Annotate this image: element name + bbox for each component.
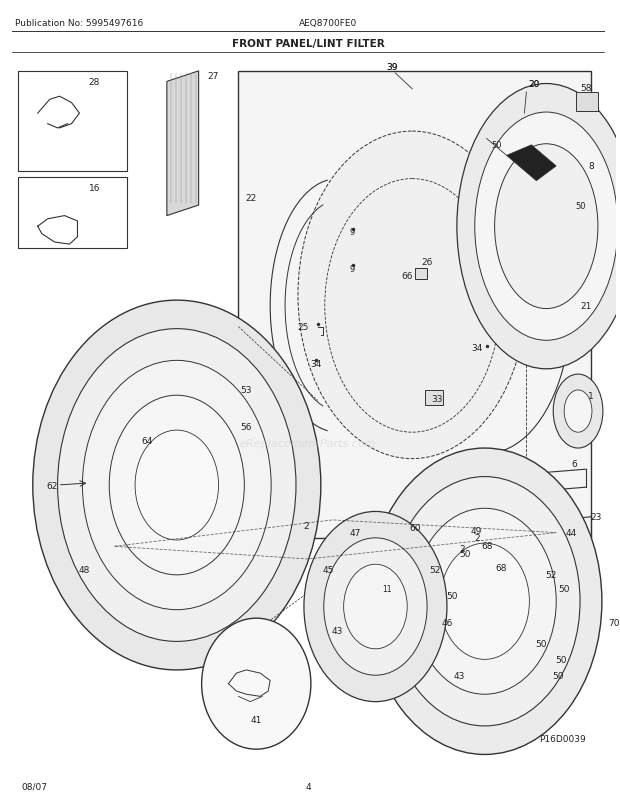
- Text: 28: 28: [89, 78, 100, 87]
- Text: 64: 64: [141, 436, 153, 446]
- Text: 34: 34: [471, 344, 482, 353]
- Ellipse shape: [457, 84, 620, 370]
- Text: 9: 9: [350, 228, 355, 237]
- Text: 9: 9: [350, 265, 355, 273]
- Text: 2: 2: [459, 545, 464, 553]
- Text: 50: 50: [459, 549, 471, 558]
- Text: 52: 52: [546, 571, 557, 580]
- Text: 53: 53: [241, 386, 252, 395]
- Text: 46: 46: [441, 618, 453, 627]
- Text: 39: 39: [387, 63, 398, 72]
- Text: 44: 44: [565, 529, 577, 537]
- Text: 41: 41: [250, 715, 262, 724]
- Text: 2: 2: [303, 521, 309, 530]
- Text: 50: 50: [576, 201, 587, 210]
- Ellipse shape: [368, 448, 602, 755]
- Text: 1: 1: [588, 391, 594, 400]
- Text: 20: 20: [529, 80, 540, 89]
- Ellipse shape: [343, 565, 407, 649]
- Bar: [18, 177, 127, 249]
- Text: 08/07: 08/07: [22, 782, 48, 791]
- Text: 50: 50: [559, 585, 570, 593]
- Text: Publication No: 5995497616: Publication No: 5995497616: [15, 18, 143, 28]
- Text: 43: 43: [453, 671, 464, 680]
- Ellipse shape: [109, 395, 244, 575]
- Bar: [415, 269, 427, 280]
- Bar: [576, 93, 598, 111]
- Text: FRONT PANEL/LINT FILTER: FRONT PANEL/LINT FILTER: [231, 39, 384, 49]
- Text: 8: 8: [588, 162, 594, 171]
- Text: 50: 50: [536, 639, 547, 648]
- Text: 16: 16: [89, 184, 100, 192]
- Text: 68: 68: [481, 541, 492, 550]
- Ellipse shape: [495, 144, 598, 310]
- Text: 48: 48: [79, 565, 90, 574]
- Ellipse shape: [202, 618, 311, 749]
- Text: 66: 66: [402, 272, 413, 281]
- Ellipse shape: [553, 375, 603, 448]
- Text: 6: 6: [571, 460, 577, 469]
- Text: 62: 62: [46, 481, 57, 490]
- Text: 22: 22: [246, 194, 257, 203]
- Polygon shape: [238, 71, 591, 538]
- Ellipse shape: [413, 508, 556, 695]
- Text: 56: 56: [241, 423, 252, 431]
- Ellipse shape: [135, 431, 218, 541]
- Text: P16D0039: P16D0039: [539, 734, 586, 743]
- Text: 50: 50: [552, 671, 564, 680]
- Polygon shape: [167, 71, 198, 217]
- Bar: [425, 391, 443, 405]
- Text: 25: 25: [297, 322, 309, 331]
- Ellipse shape: [58, 330, 296, 642]
- Ellipse shape: [324, 538, 427, 675]
- Ellipse shape: [298, 132, 526, 459]
- Text: 47: 47: [350, 529, 361, 537]
- Text: 4: 4: [305, 782, 311, 791]
- Text: 39: 39: [387, 63, 398, 72]
- Text: 2: 2: [474, 533, 479, 543]
- Polygon shape: [507, 146, 556, 181]
- Text: 34: 34: [310, 359, 322, 369]
- Ellipse shape: [304, 512, 447, 702]
- Ellipse shape: [33, 301, 321, 670]
- Text: 20: 20: [529, 80, 540, 89]
- Text: 23: 23: [590, 512, 601, 521]
- Text: 52: 52: [429, 565, 441, 574]
- Ellipse shape: [564, 391, 592, 432]
- Text: 26: 26: [422, 257, 433, 266]
- Text: 50: 50: [492, 141, 502, 150]
- Text: 21: 21: [580, 302, 591, 310]
- Text: 11: 11: [383, 585, 392, 593]
- Text: 50: 50: [556, 655, 567, 664]
- Bar: [18, 71, 127, 172]
- Text: eReplacementParts.com: eReplacementParts.com: [240, 438, 376, 448]
- Ellipse shape: [440, 544, 529, 659]
- Text: 70: 70: [608, 618, 619, 627]
- Text: 43: 43: [332, 626, 343, 635]
- Text: 49: 49: [471, 526, 482, 535]
- Ellipse shape: [389, 477, 580, 726]
- Text: 50: 50: [446, 592, 458, 601]
- Ellipse shape: [82, 361, 271, 610]
- Text: 45: 45: [322, 565, 334, 574]
- Ellipse shape: [475, 113, 618, 341]
- Text: 27: 27: [208, 71, 219, 80]
- Text: 68: 68: [496, 563, 507, 572]
- Text: 58: 58: [580, 84, 591, 93]
- Text: AEQ8700FE0: AEQ8700FE0: [299, 18, 357, 28]
- Text: 33: 33: [432, 395, 443, 403]
- Text: 60: 60: [409, 523, 421, 532]
